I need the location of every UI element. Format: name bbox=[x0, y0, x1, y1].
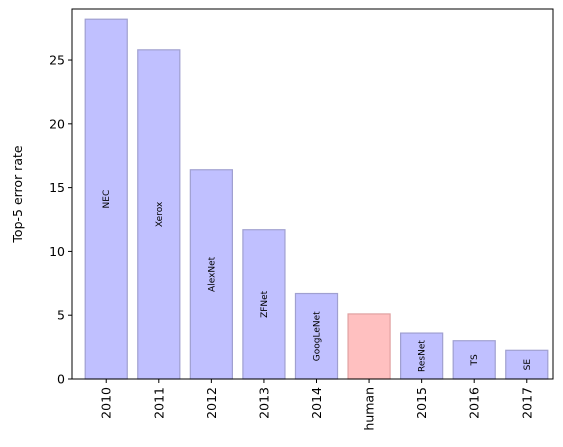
y-tick-label-25: 25 bbox=[49, 53, 65, 68]
y-tick-label-20: 20 bbox=[49, 116, 65, 131]
x-axis: 2010 2011 2012 2013 2014 human 2015 2016 2017 bbox=[99, 379, 534, 431]
y-tick-label-15: 15 bbox=[49, 180, 65, 195]
x-tick-label-2015: 2015 bbox=[414, 387, 429, 419]
plot-frame bbox=[71, 8, 554, 380]
y-axis: 0 5 10 15 20 25 bbox=[49, 53, 72, 387]
bar-label-2014: GoogLeNet bbox=[313, 311, 323, 361]
x-tick-label-2014: 2014 bbox=[309, 387, 324, 419]
x-tick-label-2017: 2017 bbox=[519, 387, 534, 419]
y-tick-label-5: 5 bbox=[57, 308, 65, 323]
bar-label-2013: ZFNet bbox=[260, 290, 270, 318]
bar-label-2016: TS bbox=[470, 354, 480, 366]
x-tick-label-2013: 2013 bbox=[256, 387, 271, 419]
bar-label-2017: SE bbox=[523, 359, 533, 371]
bar-2016 bbox=[452, 340, 496, 380]
bar-labels-group: NEC Xerox AlexNet ZFNet GoogLeNet ResNet TS SE bbox=[102, 190, 533, 372]
x-tick-label-human: human bbox=[362, 387, 377, 431]
bar-2012 bbox=[189, 169, 233, 380]
bar-label-2010: NEC bbox=[102, 190, 112, 209]
bar-human bbox=[347, 313, 391, 380]
bar-2010 bbox=[84, 18, 128, 380]
bar-2011 bbox=[137, 49, 181, 380]
y-tick-label-10: 10 bbox=[49, 244, 65, 259]
bar-label-2015: ResNet bbox=[418, 340, 428, 372]
x-tick-label-2011: 2011 bbox=[151, 387, 166, 419]
x-tick-label-2016: 2016 bbox=[467, 387, 482, 419]
x-tick-label-2010: 2010 bbox=[99, 387, 114, 419]
y-tick-label-0: 0 bbox=[57, 372, 65, 387]
y-axis-label: Top-5 error rate bbox=[10, 145, 25, 243]
x-tick-label-2012: 2012 bbox=[204, 387, 219, 419]
bars-group bbox=[84, 18, 549, 380]
bar-label-2012: AlexNet bbox=[207, 256, 217, 292]
bar-label-2011: Xerox bbox=[155, 201, 165, 227]
bar-2013 bbox=[242, 229, 286, 380]
